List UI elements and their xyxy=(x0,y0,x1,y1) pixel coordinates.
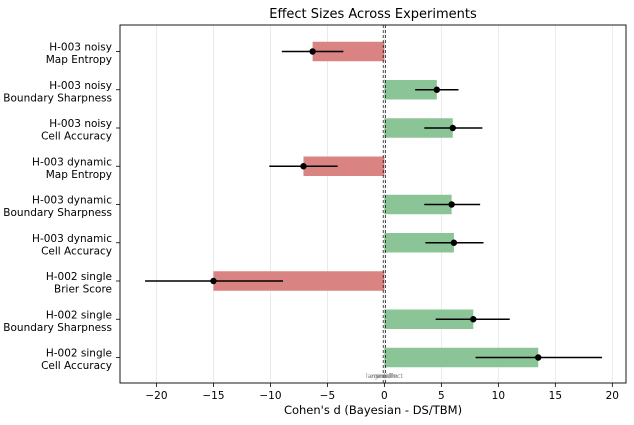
y-tick-label: H-002 single Brier Score xyxy=(46,271,112,296)
effect-bar xyxy=(384,80,437,100)
x-tick-label: 20 xyxy=(606,390,619,402)
effect-bar xyxy=(312,41,385,62)
effect-threshold-label: small xyxy=(376,372,394,380)
y-tick-label: H-003 noisy Map Entropy xyxy=(46,42,112,67)
y-tick-label: H-002 single Boundary Sharpness xyxy=(3,309,112,334)
effect-bar xyxy=(384,118,453,138)
effect-bar xyxy=(384,194,452,215)
effect-threshold-label: medium xyxy=(371,372,398,380)
effect-bar xyxy=(213,271,385,291)
effect-point xyxy=(309,48,316,55)
effect-point xyxy=(470,316,477,323)
effect-point xyxy=(448,201,455,208)
x-tick-label: −20 xyxy=(145,390,167,402)
effect-threshold-label: large effect xyxy=(366,372,404,380)
effect-bar xyxy=(384,309,474,329)
effect-bar xyxy=(303,156,385,176)
x-tick-label: −5 xyxy=(320,390,335,402)
y-axis: H-003 noisy Map Entropy H-003 noisy Boundar… xyxy=(3,42,120,373)
x-axis-label: Cohen's d (Bayesian - DS/TBM) xyxy=(284,403,462,417)
x-tick-label: 0 xyxy=(381,390,388,402)
effect-point xyxy=(433,86,441,93)
y-tick-label: H-003 noisy Boundary Sharpness xyxy=(3,80,112,105)
x-tick-label: 5 xyxy=(438,390,445,402)
chart-title: Effect Sizes Across Experiments xyxy=(269,7,477,22)
y-tick-label: H-003 dynamic Boundary Sharpness xyxy=(3,195,112,220)
x-tick-label: 10 xyxy=(492,390,505,402)
effect-point xyxy=(449,124,456,132)
effect-point xyxy=(535,354,542,361)
plot-frame xyxy=(119,24,627,384)
bars-layer xyxy=(213,41,539,368)
x-tick-label: 15 xyxy=(549,390,562,402)
effect-bar xyxy=(384,233,454,253)
effect-point xyxy=(300,163,307,170)
effect-bar xyxy=(384,347,539,368)
x-axis: −20 −15 −10 −5 0 5 10 15 20 xyxy=(145,383,619,402)
error-bar-layer xyxy=(145,48,603,361)
effect-point xyxy=(450,239,458,246)
y-tick-label: H-003 noisy Cell Accuracy xyxy=(41,118,112,143)
y-tick-label: H-003 dynamic Map Entropy xyxy=(32,156,112,181)
x-tick-label: −15 xyxy=(202,390,224,402)
effect-point xyxy=(210,277,217,285)
x-tick-label: −10 xyxy=(259,390,281,402)
y-tick-label: H-002 single Cell Accuracy xyxy=(41,348,112,373)
y-tick-label: H-003 dynamic Cell Accuracy xyxy=(32,233,112,258)
